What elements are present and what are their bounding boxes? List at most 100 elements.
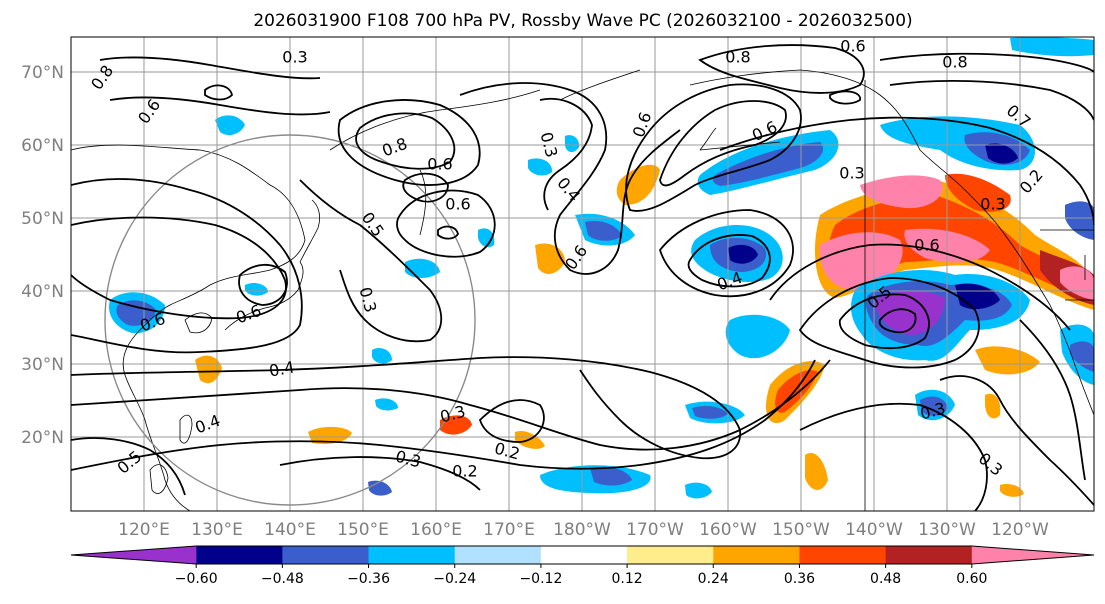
contour-2 — [71, 216, 287, 320]
contour-label: 0.6 — [914, 236, 939, 255]
coast-alaska — [689, 69, 1006, 236]
latitude-label: 60°N — [21, 136, 64, 156]
longitude-label: 130°W — [918, 520, 976, 540]
colorbar-swatch — [368, 546, 456, 564]
graticule — [71, 37, 1094, 511]
contour-27 — [71, 359, 816, 471]
contour-22 — [798, 277, 980, 369]
contour-13 — [659, 100, 787, 187]
contour-label: 0.8 — [725, 48, 750, 67]
shade-orange-5 — [308, 426, 352, 444]
map-panel: 0.80.30.60.80.60.50.60.30.40.60.60.80.60… — [70, 36, 1095, 512]
contour-label: 0.3 — [282, 48, 307, 67]
contour-34 — [109, 96, 331, 116]
contour-label: 0.6 — [840, 37, 865, 56]
shade-cyan-6 — [215, 115, 245, 136]
latitude-label: 40°N — [21, 282, 64, 302]
colorbar-tick-label: 0.36 — [784, 571, 815, 587]
longitude-label: 140°E — [264, 520, 316, 540]
contour-30 — [939, 375, 1094, 506]
longitude-label: 160°W — [699, 520, 757, 540]
colorbar-swatch — [713, 546, 800, 564]
colorbar-tick-label: 0.12 — [612, 571, 643, 587]
contour-15 — [719, 116, 1094, 226]
shade-blue-1 — [585, 220, 622, 241]
colorbar-tick-label: −0.60 — [175, 571, 218, 587]
longitude-label: 170°W — [626, 520, 684, 540]
colorbar-tick-label: −0.12 — [519, 571, 562, 587]
colorbar-tick-label: 0.60 — [956, 571, 987, 587]
shade-blue-aleutian — [712, 142, 824, 186]
longitude-label: 160°E — [410, 520, 462, 540]
latitude-label: 20°N — [21, 428, 64, 448]
longitude-label: 150°E — [337, 520, 389, 540]
colorbar-tick-label: −0.36 — [347, 571, 390, 587]
latitude-label: 30°N — [21, 355, 64, 375]
colorbar-tick-label: 0.48 — [870, 571, 901, 587]
contour-16 — [829, 90, 861, 105]
contour-label: 0.6 — [445, 195, 470, 214]
contour-label: 0.3 — [980, 195, 1005, 214]
plot-title: 2026031900 F108 700 hPa PV, Rossby Wave … — [253, 11, 912, 31]
contour-label: 0.3 — [839, 164, 864, 183]
contour-33 — [99, 56, 321, 80]
shade-orange-9 — [1000, 484, 1024, 497]
shade-blue-5 — [116, 300, 156, 326]
contour-25 — [71, 356, 741, 460]
longitude-label: 180°W — [553, 520, 611, 540]
colorbar-swatch — [885, 546, 973, 564]
shade-red-coast — [945, 173, 1011, 212]
longitude-label: 140°W — [845, 520, 903, 540]
shade-blue-12 — [920, 396, 948, 416]
shade-purple-low — [875, 290, 945, 335]
colorbar-swatch — [799, 546, 887, 564]
coast-alaska-peninsula — [699, 127, 717, 151]
longitude-label: 120°W — [991, 520, 1049, 540]
contour-14 — [698, 44, 865, 94]
longitude-label: 170°E — [483, 520, 535, 540]
contour-24 — [878, 308, 917, 334]
shade-pink-core — [819, 232, 903, 291]
pv-contours — [71, 44, 1094, 511]
colorbar: −0.60 −0.48 −0.36 −0.24 −0.12 0.12 0.24 0.36 0.4… — [70, 545, 1095, 587]
coast-japan-north — [299, 199, 320, 263]
contour-3 — [238, 263, 288, 306]
colorbar-tick-label: −0.48 — [261, 571, 304, 587]
coast-aleutians — [699, 141, 781, 151]
map-frame — [70, 36, 1095, 512]
coast-chukotka — [559, 69, 641, 101]
contour-6 — [402, 172, 449, 203]
shade-blue-4 — [590, 466, 632, 486]
shade-cyan-8 — [528, 158, 553, 176]
longitude-label: 120°E — [118, 520, 170, 540]
contour-20 — [687, 234, 771, 288]
colorbar-swatch — [627, 546, 714, 564]
shade-cyan-2 — [725, 314, 790, 359]
great-circle — [104, 134, 476, 506]
colorbar-tick-label: −0.24 — [433, 571, 476, 587]
shade-cyan-13 — [685, 482, 712, 499]
latitude-label: 50°N — [21, 209, 64, 229]
shade-orange-3 — [975, 346, 1040, 375]
coast-siberia — [329, 89, 541, 151]
contour-label: 0.8 — [942, 53, 967, 72]
shade-orange-6 — [195, 355, 222, 384]
contour-36 — [478, 399, 545, 443]
contour-21 — [769, 243, 1071, 331]
shade-pink-far-east — [1060, 266, 1094, 300]
longitude-label: 130°E — [191, 520, 243, 540]
contour-26 — [71, 359, 831, 451]
pv-shading — [109, 37, 1094, 499]
shade-cyan-arctic — [1010, 37, 1094, 57]
colorbar-swatch — [282, 546, 370, 564]
shade-navy-alaska — [985, 143, 1018, 164]
shade-cyan-14 — [372, 348, 392, 364]
contour-12 — [625, 83, 802, 212]
latitude-label: 70°N — [21, 63, 64, 83]
contour-32 — [71, 437, 186, 496]
contour-35 — [204, 84, 233, 101]
contour-29 — [799, 402, 988, 511]
shade-pink-north — [860, 175, 943, 209]
contour-label: 0.4 — [268, 357, 296, 380]
